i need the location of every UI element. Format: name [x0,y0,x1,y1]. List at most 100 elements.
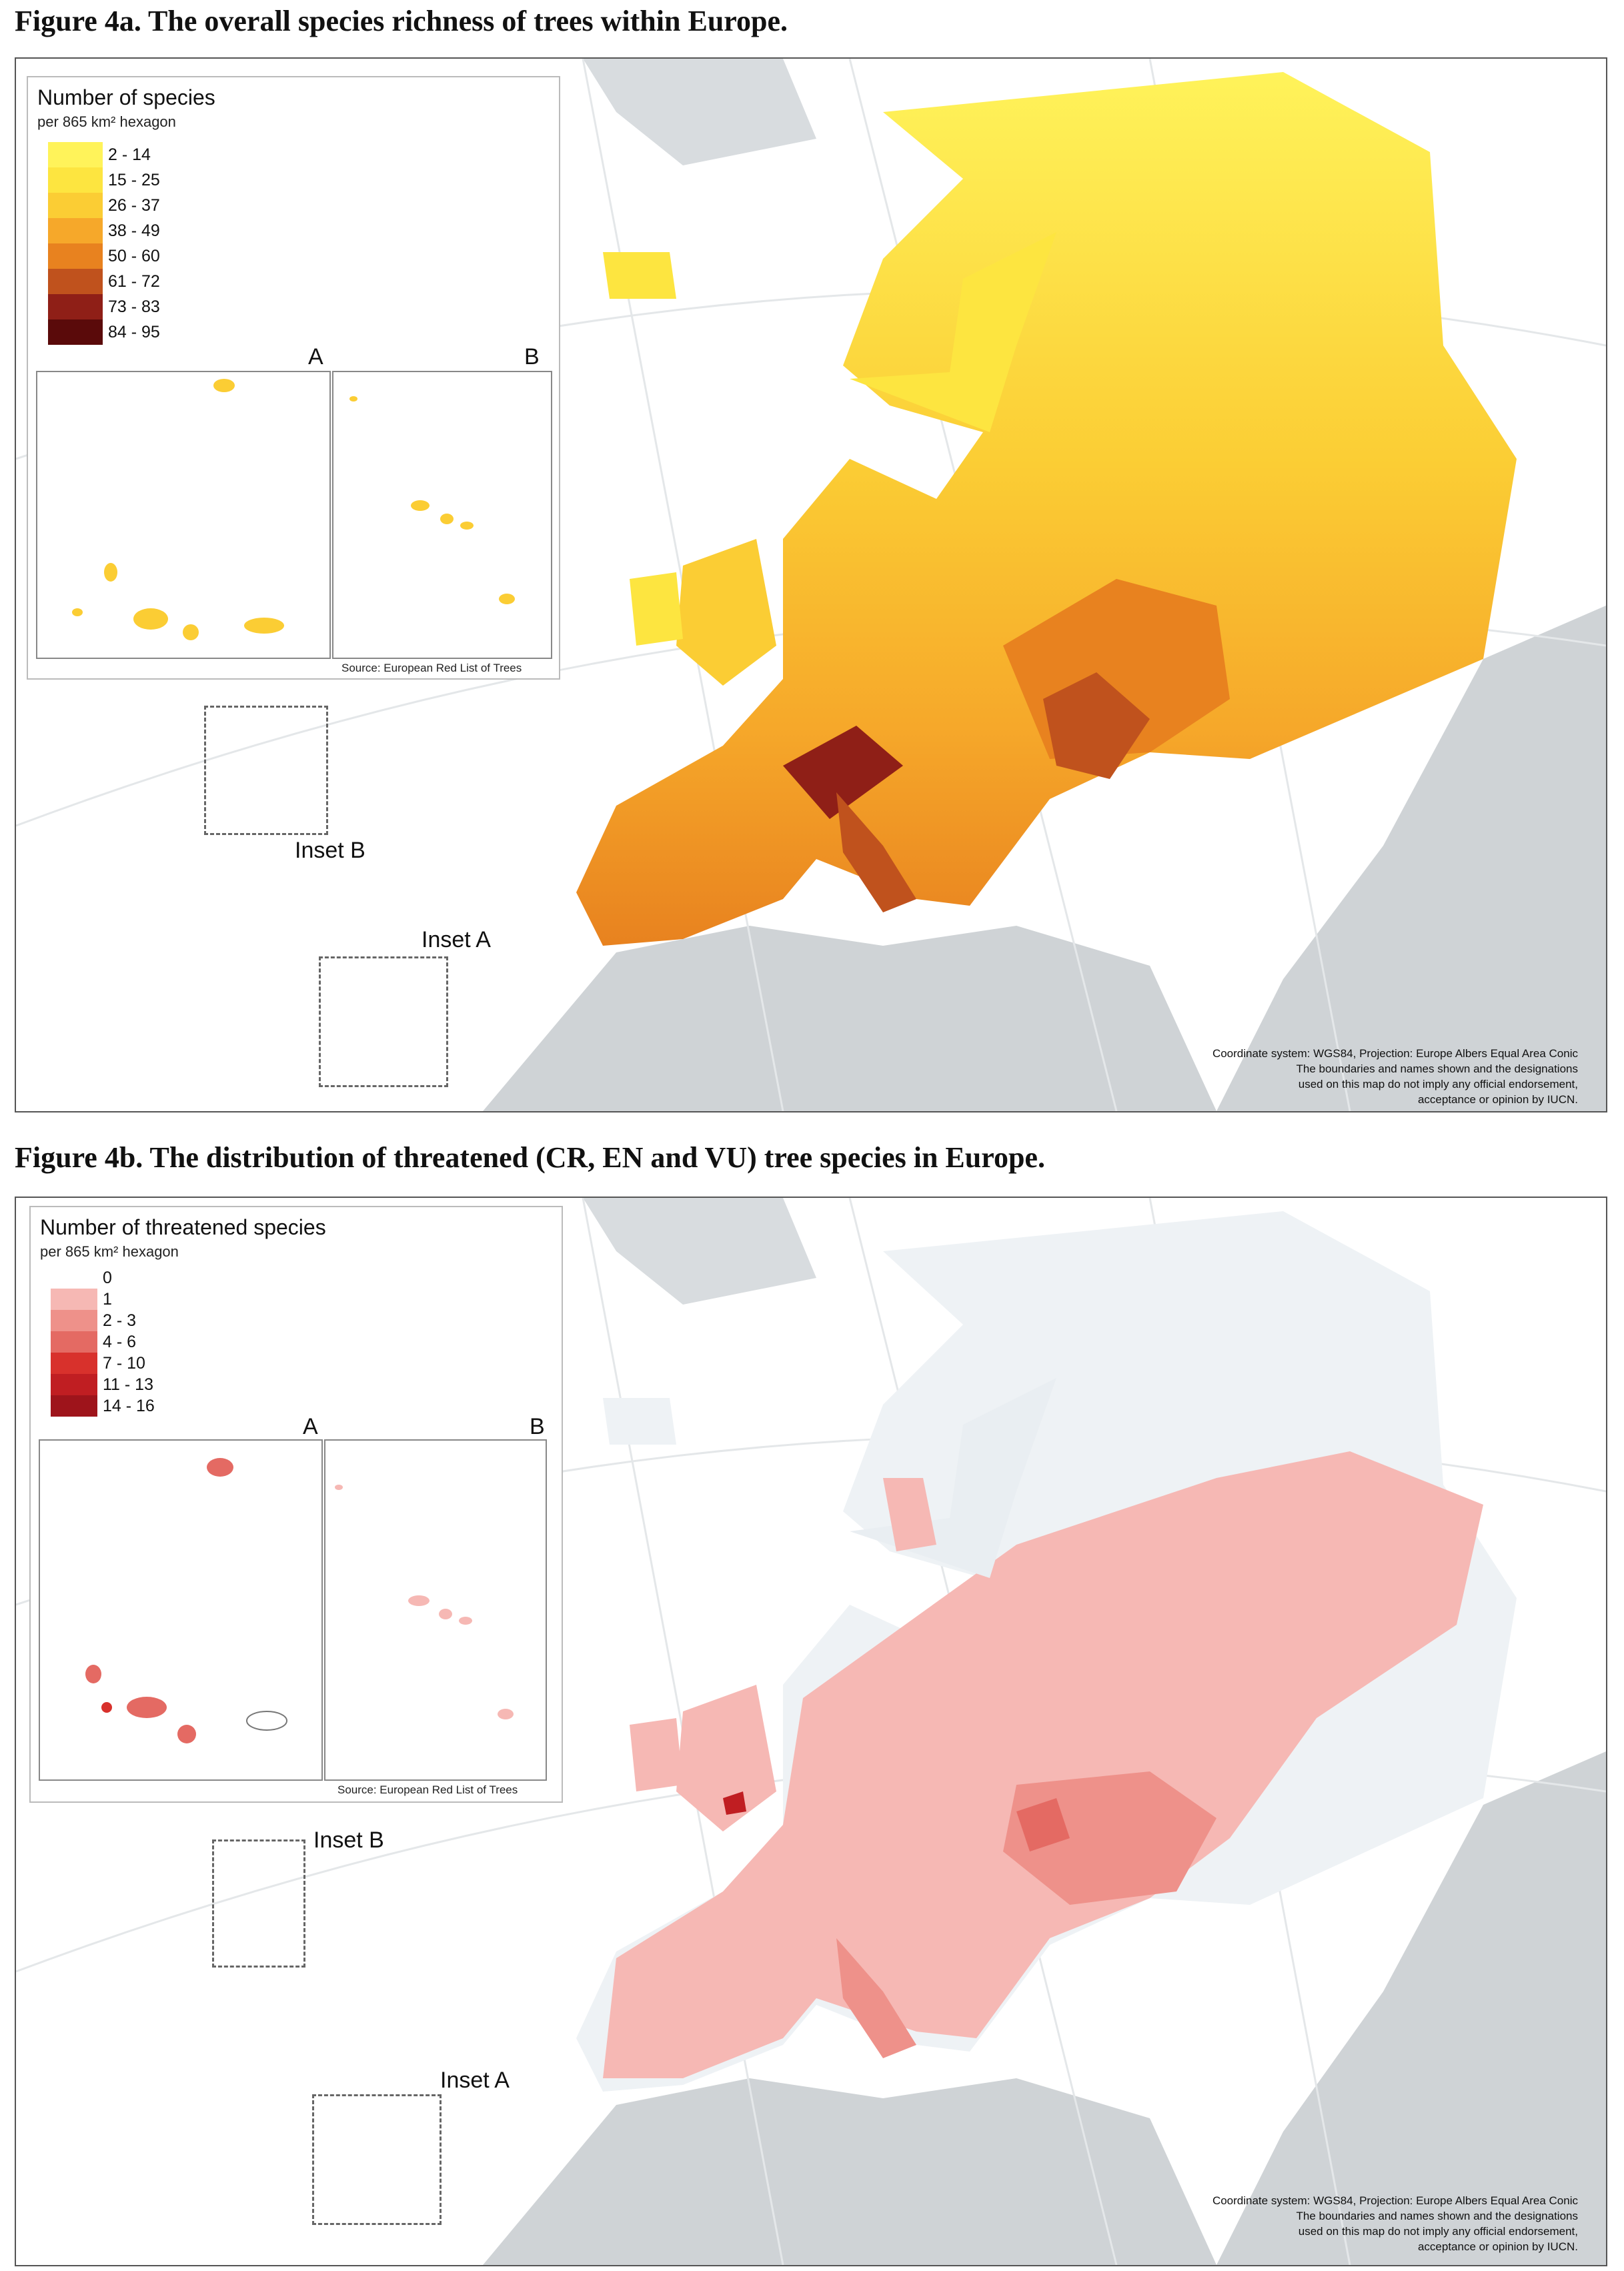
inset-a-extent [319,956,448,1087]
legend-4a: Number of species per 865 km² hexagon 2 … [27,76,560,680]
legend-class: 14 - 16 [51,1395,155,1417]
legend-subtitle: per 865 km² hexagon [37,113,176,130]
class-label: 2 - 14 [108,145,151,164]
swatch [48,142,103,167]
swatch [51,1353,97,1374]
class-label: 50 - 60 [108,246,160,265]
inset-b-letter: B [530,1414,545,1439]
swatch [48,167,103,193]
map-4b: Number of threatened species per 865 km²… [15,1197,1607,2266]
legend-class: 11 - 13 [51,1374,153,1395]
class-label: 0 [103,1268,112,1287]
legend-class: 2 - 3 [51,1310,136,1331]
inset-b-label: Inset B [295,838,365,863]
british-isles [676,539,776,686]
swatch [51,1374,97,1395]
class-label: 61 - 72 [108,271,160,291]
swatch [51,1395,97,1417]
inset-b-letter: B [524,344,540,369]
source-note: Source: European Red List of Trees [337,1783,518,1796]
credit-line: acceptance or opinion by IUCN. [1417,2240,1578,2253]
british-isles [676,1685,776,1831]
scandinavia [850,232,1056,432]
land-east [1030,59,1606,1111]
swatch [48,319,103,345]
inset-a-letter: A [303,1414,318,1439]
class-label: 14 - 16 [103,1396,155,1415]
legend-class: 4 - 6 [51,1331,136,1353]
ireland [630,572,683,646]
class-label: 73 - 83 [108,297,160,316]
iceland [603,1398,676,1445]
norway-patch [883,1478,936,1551]
inset-a-label: Inset A [422,927,491,952]
swatch [48,269,103,294]
legend-class: 84 - 95 [48,319,160,345]
class-label: 7 - 10 [103,1353,145,1373]
credit-line: Coordinate system: WGS84, Projection: Eu… [1212,1047,1578,1060]
credit-line: acceptance or opinion by IUCN. [1417,1093,1578,1106]
inset-a-islands [72,379,284,640]
inset-b-islands [335,1485,514,1719]
class-label: 11 - 13 [103,1375,153,1394]
swatch [51,1331,97,1353]
source-note: Source: European Red List of Trees [341,662,522,674]
legend-title: Number of threatened species [40,1215,326,1239]
legend-class: 0 [51,1267,112,1289]
iceland [603,252,676,299]
land-greenland [583,59,816,165]
inset-a-islands [85,1458,287,1743]
class-label: 38 - 49 [108,221,160,240]
legend-class: 73 - 83 [48,294,160,319]
land-east [1030,1198,1606,2265]
inset-a-label: Inset A [440,2068,510,2093]
legend-class: 50 - 60 [48,243,160,269]
class-label: 26 - 37 [108,195,160,215]
class-label: 1 [103,1289,112,1309]
inset-a-panel [36,371,331,659]
credit-line: Coordinate system: WGS84, Projection: Eu… [1212,2194,1578,2207]
legend-class: 2 - 14 [48,142,151,167]
balkans-very-high [1043,672,1150,779]
credit-line: used on this map do not imply any offici… [1298,2225,1578,2238]
legend-class: 38 - 49 [48,218,160,243]
class-label: 15 - 25 [108,170,160,189]
europe-richness [576,72,1517,946]
land-north-africa [483,2078,1216,2265]
legend-title: Number of species [37,85,215,109]
inset-b-panel [332,371,552,659]
swatch [51,1310,97,1331]
legend-class: 26 - 37 [48,193,160,218]
legend-class: 7 - 10 [51,1353,145,1374]
threatened-belt [603,1451,1483,2078]
inset-b-extent [204,706,328,835]
swatch [48,294,103,319]
swatch [48,243,103,269]
map-credit: Coordinate system: WGS84, Projection: Eu… [1212,1046,1578,1107]
legend-class: 61 - 72 [48,269,160,294]
swatch [48,193,103,218]
credit-line: The boundaries and names shown and the d… [1296,1062,1578,1075]
map-4a-canvas [16,59,1606,1111]
legend-4b: Number of threatened species per 865 km²… [29,1206,563,1803]
inset-b-islands [349,396,515,604]
italy [836,1938,916,2058]
alps-south [783,726,903,819]
legend-class: 15 - 25 [48,167,160,193]
class-label: 4 - 6 [103,1332,137,1351]
hotspot [1016,1798,1070,1851]
inset-a-extent [312,2094,442,2225]
swatch [51,1267,97,1289]
inset-b-panel [324,1439,547,1781]
map-credit: Coordinate system: WGS84, Projection: Eu… [1212,2193,1578,2254]
italy [836,792,916,912]
inset-b-label: Inset B [313,1827,384,1853]
legend-subtitle: per 865 km² hexagon [40,1243,179,1260]
britain-hotspot [723,1791,746,1815]
class-label: 84 - 95 [108,322,160,341]
figure-4b-title: Figure 4b. The distribution of threatene… [15,1141,1045,1174]
legend-class: 1 [51,1289,112,1310]
land-north-africa [483,926,1216,1111]
inset-a-letter: A [308,344,323,369]
credit-line: used on this map do not imply any offici… [1298,1078,1578,1090]
